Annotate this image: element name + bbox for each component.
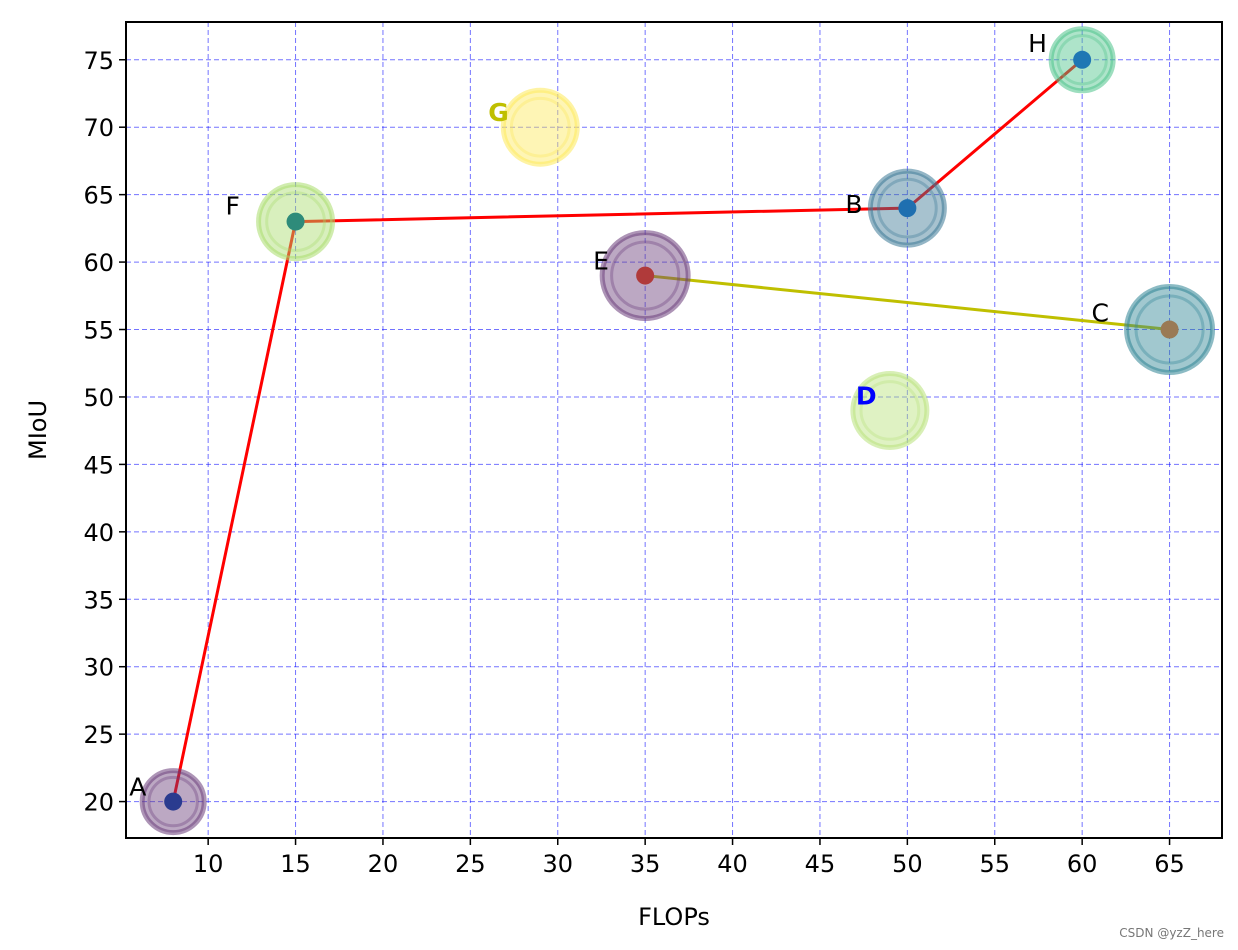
y-tick-label: 60 — [83, 249, 114, 277]
point-g: G — [488, 87, 580, 167]
x-axis-label: FLOPs — [638, 903, 710, 931]
x-tick-label: 35 — [630, 850, 661, 878]
x-tick-label: 60 — [1067, 850, 1098, 878]
point-bubble-ring — [876, 177, 938, 239]
y-tick-label: 45 — [83, 451, 114, 479]
y-tick-label: 75 — [83, 47, 114, 75]
point-label: B — [845, 190, 862, 219]
axis-ticks: 10 15 20 25 30 35 40 45 50 55 60 65 20 25 30 35 40 45 50 55… — [83, 47, 1184, 878]
x-tick-label: 65 — [1154, 850, 1185, 878]
point-bubble-ring — [1134, 294, 1205, 365]
y-tick-label: 40 — [83, 519, 114, 547]
point-c: C — [1092, 284, 1216, 376]
data-points: A B C D E F G H — [129, 26, 1216, 836]
point-b: B — [845, 168, 947, 248]
point-a: A — [129, 768, 207, 836]
point-bubble-ring — [610, 240, 681, 311]
watermark: CSDN @yzZ_here — [1119, 926, 1224, 940]
point-dot — [1073, 50, 1092, 69]
plot-frame — [125, 21, 1223, 839]
x-tick-label: 10 — [193, 850, 224, 878]
point-e: E — [593, 230, 691, 322]
x-tick-label: 15 — [280, 850, 311, 878]
y-tick-label: 35 — [83, 586, 114, 614]
point-dot — [636, 266, 655, 285]
y-tick-label: 25 — [83, 721, 114, 749]
point-bubble-ring — [1056, 34, 1108, 86]
point-bubble — [850, 370, 930, 450]
y-tick-label: 65 — [83, 182, 114, 210]
point-dot — [898, 199, 917, 218]
point-label: E — [593, 247, 609, 276]
point-bubble-ring — [859, 380, 921, 441]
point-d: D — [850, 370, 930, 450]
point-dot — [164, 792, 183, 811]
point-dot — [286, 212, 305, 231]
grid-layer — [126, 22, 1222, 838]
x-tick-label: 25 — [455, 850, 486, 878]
point-label: F — [226, 192, 240, 221]
point-label: D — [856, 381, 877, 410]
x-tick-label: 50 — [892, 850, 923, 878]
point-label: A — [129, 773, 146, 802]
point-label: H — [1028, 29, 1047, 58]
point-bubble — [500, 87, 580, 167]
point-h: H — [1028, 26, 1116, 94]
x-tick-label: 55 — [979, 850, 1010, 878]
y-tick-label: 70 — [83, 114, 114, 142]
series-lines — [171, 58, 1170, 802]
x-tick-label: 45 — [805, 850, 836, 878]
x-tick-label: 40 — [717, 850, 748, 878]
series-line — [171, 58, 1084, 802]
point-label: C — [1092, 299, 1109, 328]
y-tick-label: 55 — [83, 317, 114, 345]
x-tick-label: 30 — [542, 850, 573, 878]
y-tick-label: 20 — [83, 789, 114, 817]
y-tick-label: 30 — [83, 654, 114, 682]
point-bubble-ring — [509, 96, 571, 158]
point-bubble-ring — [147, 775, 199, 828]
y-tick-label: 50 — [83, 384, 114, 412]
x-tick-label: 20 — [368, 850, 399, 878]
point-bubble-ring — [265, 191, 326, 252]
point-f: F — [226, 182, 336, 262]
point-dot — [1160, 320, 1179, 339]
y-axis-label: MIoU — [24, 400, 52, 460]
series-line — [645, 274, 1170, 332]
point-label: G — [488, 98, 509, 127]
